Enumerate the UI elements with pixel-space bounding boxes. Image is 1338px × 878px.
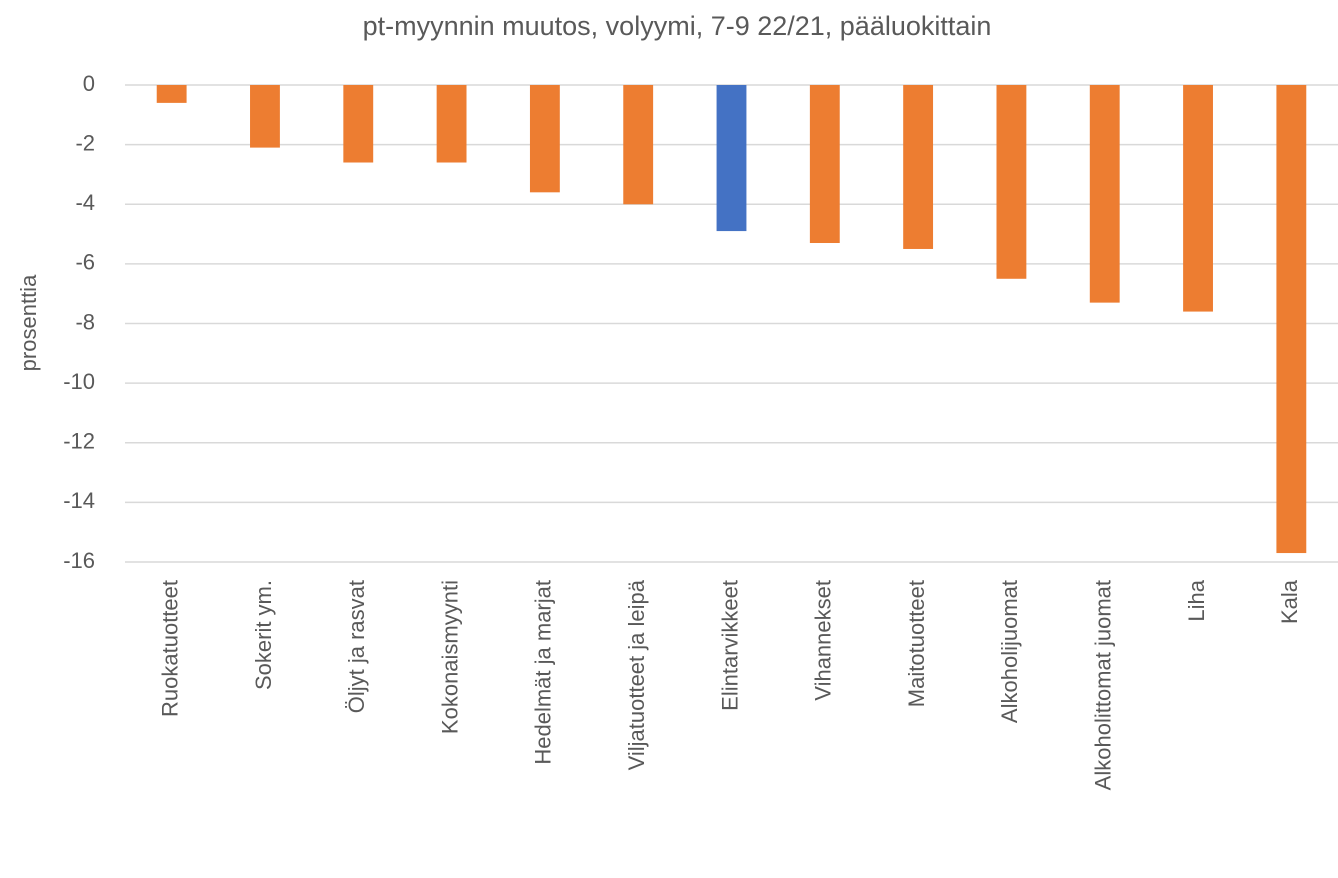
y-tick-label: -6 <box>75 250 95 275</box>
x-tick-label: Sokerit ym. <box>251 580 276 690</box>
x-tick-label: Vihannekset <box>811 580 836 701</box>
x-tick-label: Kokonaismyynti <box>437 580 462 734</box>
x-tick-label: Hedelmät ja marjat <box>531 580 556 765</box>
x-tick-label: Elintarvikkeet <box>717 580 742 711</box>
y-tick-label: -10 <box>63 369 95 394</box>
bar <box>156 85 187 103</box>
x-tick-label: Alkoholittomat juomat <box>1091 580 1116 790</box>
bar <box>716 85 747 232</box>
x-tick-label: Ruokatuotteet <box>157 580 182 717</box>
x-tick-label: Maitotuotteet <box>904 580 929 707</box>
x-tick-label: Viljatuotteet ja leipä <box>624 579 649 770</box>
x-tick-label: Alkoholijuomat <box>997 580 1022 723</box>
y-tick-label: -12 <box>63 429 95 454</box>
bar <box>623 85 654 205</box>
y-tick-label: -4 <box>75 190 95 215</box>
y-tick-label: -2 <box>75 130 95 155</box>
x-tick-label: Kala <box>1277 579 1302 624</box>
bar <box>529 85 560 193</box>
bar <box>1089 85 1120 303</box>
y-tick-label: 0 <box>83 71 95 96</box>
y-tick-label: -14 <box>63 488 95 513</box>
bar <box>343 85 374 163</box>
bar <box>809 85 840 244</box>
bar <box>903 85 934 249</box>
bar <box>436 85 467 163</box>
y-tick-label: -8 <box>75 309 95 334</box>
x-tick-label: Liha <box>1184 579 1209 621</box>
chart-title: pt-myynnin muutos, volyymi, 7-9 22/21, p… <box>363 11 992 41</box>
bar <box>1183 85 1213 312</box>
bar <box>996 85 1027 279</box>
x-tick-label: Öljyt ja rasvat <box>344 580 369 713</box>
bar <box>1276 85 1307 554</box>
y-tick-label: -16 <box>63 548 95 573</box>
y-axis-label: prosenttia <box>16 274 41 371</box>
bar <box>250 85 280 148</box>
